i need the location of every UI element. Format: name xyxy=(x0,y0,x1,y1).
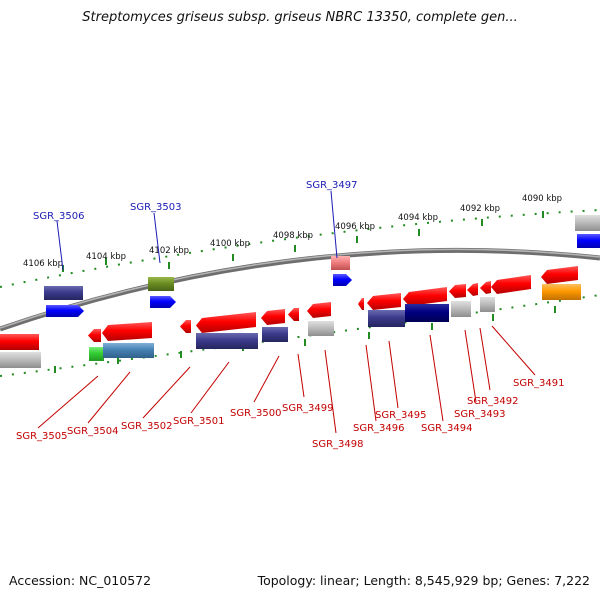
tick-label: 4100 kbp xyxy=(210,239,250,249)
gene-label[interactable]: SGR_3506 xyxy=(33,211,85,222)
map-title: Streptomyces griseus subsp. griseus NBRC… xyxy=(82,10,518,25)
gene-arrow[interactable] xyxy=(541,266,578,284)
gene-block[interactable] xyxy=(308,321,334,336)
genes-below xyxy=(0,266,581,368)
gene-arrow[interactable] xyxy=(46,305,84,317)
gene-block[interactable] xyxy=(331,256,350,270)
gene-label[interactable]: SGR_3498 xyxy=(312,439,364,450)
tick-label: 4090 kbp xyxy=(522,194,562,204)
gene-label[interactable]: SGR_3497 xyxy=(306,180,358,191)
gene-label[interactable]: SGR_3491 xyxy=(513,378,565,389)
gene-label[interactable]: SGR_3503 xyxy=(130,202,182,213)
gene-block[interactable] xyxy=(405,304,449,322)
tick-label: 4096 kbp xyxy=(335,222,375,232)
gene-block[interactable] xyxy=(89,347,104,361)
tick-label: 4094 kbp xyxy=(398,213,438,223)
ruler-top-major-ticks xyxy=(62,211,544,272)
ruler-tick-labels: 4106 kbp 4104 kbp 4102 kbp 4100 kbp 4098… xyxy=(23,194,562,269)
gene-block[interactable] xyxy=(196,333,258,349)
ruler-bottom xyxy=(0,294,600,377)
gene-label[interactable]: SGR_3493 xyxy=(454,409,506,420)
gene-arrow[interactable] xyxy=(288,308,299,321)
tick-label: 4106 kbp xyxy=(23,259,63,269)
gene-label[interactable]: SGR_3500 xyxy=(230,408,282,419)
gene-arrow[interactable] xyxy=(180,320,191,333)
gene-arrow[interactable] xyxy=(467,283,478,296)
gene-arrow[interactable] xyxy=(358,298,364,310)
gene-arrow[interactable] xyxy=(307,302,331,318)
gene-block[interactable] xyxy=(577,234,600,248)
gene-arrow[interactable] xyxy=(102,322,152,341)
gene-label[interactable]: SGR_3492 xyxy=(467,396,519,407)
ruler-top xyxy=(0,209,600,288)
gene-label[interactable]: SGR_3505 xyxy=(16,431,68,442)
gene-block[interactable] xyxy=(103,343,154,358)
ruler-bottom-major-ticks xyxy=(54,306,556,373)
callout-lines-top xyxy=(56,190,338,271)
callout-lines-bottom xyxy=(37,325,536,434)
gene-arrow[interactable] xyxy=(367,293,401,310)
gene-block[interactable] xyxy=(0,334,39,350)
gene-label[interactable]: SGR_3502 xyxy=(121,421,173,432)
tick-label: 4092 kbp xyxy=(460,204,500,214)
gene-arrow[interactable] xyxy=(88,329,101,342)
gene-block[interactable] xyxy=(0,352,41,368)
gene-block[interactable] xyxy=(451,301,471,317)
gene-label[interactable]: SGR_3501 xyxy=(173,416,225,427)
genome-backbone xyxy=(0,247,600,332)
gene-arrow[interactable] xyxy=(491,275,531,294)
gene-label[interactable]: SGR_3494 xyxy=(421,423,473,434)
gene-block[interactable] xyxy=(480,297,495,312)
gene-arrow[interactable] xyxy=(261,309,285,325)
gene-block[interactable] xyxy=(542,284,581,300)
gene-label[interactable]: SGR_3499 xyxy=(282,403,334,414)
gene-block[interactable] xyxy=(368,310,405,327)
gene-arrow[interactable] xyxy=(150,296,176,308)
gene-arrow[interactable] xyxy=(449,284,466,298)
gene-block[interactable] xyxy=(575,215,600,231)
genome-summary-text: Topology: linear; Length: 8,545,929 bp; … xyxy=(257,573,590,588)
gene-block[interactable] xyxy=(148,277,174,291)
gene-arrow[interactable] xyxy=(333,274,352,286)
gene-block[interactable] xyxy=(262,327,288,342)
tick-label: 4098 kbp xyxy=(273,231,313,241)
gene-arrow[interactable] xyxy=(196,312,256,333)
tick-label: 4102 kbp xyxy=(149,246,189,256)
gene-label[interactable]: SGR_3504 xyxy=(67,426,119,437)
gene-label[interactable]: SGR_3496 xyxy=(353,423,405,434)
accession-text: Accession: NC_010572 xyxy=(9,573,152,588)
gene-labels-top: SGR_3506 SGR_3503 SGR_3497 xyxy=(33,180,358,222)
gene-arrow[interactable] xyxy=(480,281,491,294)
gene-block[interactable] xyxy=(44,286,83,300)
genes-above xyxy=(44,215,600,317)
tick-label: 4104 kbp xyxy=(86,252,126,262)
gene-arrow[interactable] xyxy=(403,287,447,306)
gene-label[interactable]: SGR_3495 xyxy=(375,410,427,421)
gene-labels-bottom: SGR_3505 SGR_3504 SGR_3502 SGR_3501 SGR_… xyxy=(16,378,565,450)
